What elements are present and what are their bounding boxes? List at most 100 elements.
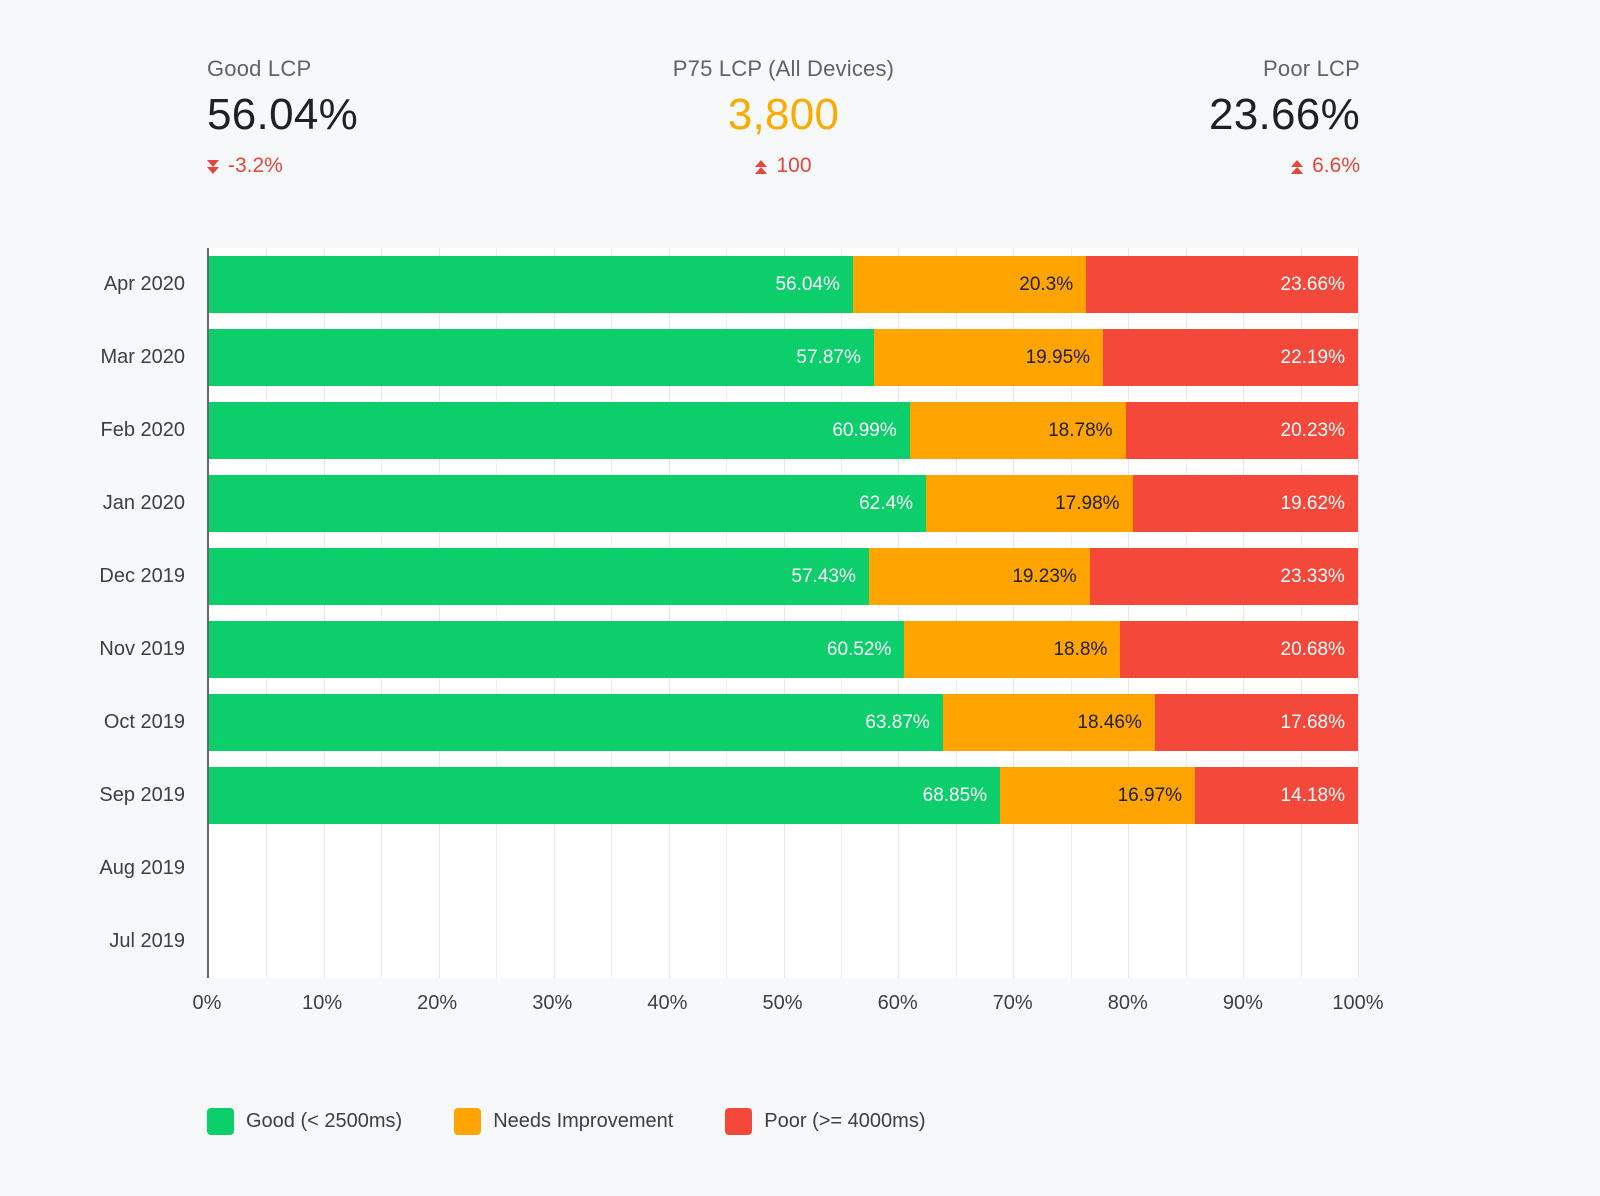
gridline bbox=[783, 248, 785, 978]
bar-value-label: 62.4% bbox=[859, 492, 913, 514]
stat-delta-value: 6.6% bbox=[1312, 154, 1360, 177]
gridline bbox=[1185, 248, 1187, 978]
x-axis-tick: 90% bbox=[1222, 992, 1263, 1014]
bar-segment-good[interactable]: 60.52% bbox=[209, 621, 905, 678]
bar-segment-good[interactable]: 68.85% bbox=[209, 767, 1001, 824]
legend-item-poor[interactable]: Poor (>= 4000ms) bbox=[725, 1108, 925, 1135]
bar-value-label: 18.8% bbox=[1053, 638, 1108, 660]
bar-row: 68.85% 16.97% 14.18% bbox=[209, 767, 1358, 824]
bar-value-label: 17.98% bbox=[1055, 492, 1120, 514]
y-axis-label: Aug 2019 bbox=[99, 857, 185, 879]
bar-segment-poor[interactable]: 17.68% bbox=[1154, 694, 1358, 751]
legend-swatch bbox=[207, 1108, 234, 1135]
y-axis-label: Nov 2019 bbox=[99, 638, 185, 660]
bar-row bbox=[209, 913, 1358, 970]
gridline bbox=[1243, 248, 1245, 978]
x-axis-tick: 0% bbox=[192, 992, 222, 1014]
bar-value-label: 14.18% bbox=[1280, 784, 1345, 806]
bar-row: 57.43% 19.23% 23.33% bbox=[209, 548, 1358, 605]
bar-row: 62.4% 17.98% 19.62% bbox=[209, 475, 1358, 532]
bar-value-label: 63.87% bbox=[865, 711, 930, 733]
up-arrow-icon bbox=[1291, 158, 1304, 175]
gridline bbox=[840, 248, 842, 978]
bar-value-label: 57.87% bbox=[796, 346, 861, 368]
bar-segment-needs-improvement[interactable]: 18.46% bbox=[942, 694, 1155, 751]
legend-label: Poor (>= 4000ms) bbox=[764, 1110, 926, 1132]
gridline bbox=[726, 248, 728, 978]
plot-area: 56.04% 20.3% 23.66% 57.87% 19.95% 22.19% 60.99… bbox=[207, 248, 1359, 978]
legend-label: Good (< 2500ms) bbox=[246, 1110, 403, 1132]
bar-segment-needs-improvement[interactable]: 16.97% bbox=[1000, 767, 1196, 824]
bar-value-label: 22.19% bbox=[1280, 346, 1345, 368]
lcp-stacked-bar-chart: Apr 2020 Mar 2020 Feb 2020 Jan 2020 Dec 2019… bbox=[0, 248, 1600, 978]
bar-value-label: 56.04% bbox=[775, 273, 840, 295]
bar-segment-poor[interactable]: 23.33% bbox=[1089, 548, 1358, 605]
bar-row: 57.87% 19.95% 22.19% bbox=[209, 329, 1358, 386]
bar-value-label: 23.33% bbox=[1280, 565, 1345, 587]
bar-segment-good[interactable]: 56.04% bbox=[209, 256, 853, 313]
x-axis-tick: 80% bbox=[1107, 992, 1148, 1014]
bar-segment-poor[interactable]: 20.23% bbox=[1125, 402, 1358, 459]
stat-value-poor: 23.66% bbox=[1208, 90, 1360, 139]
legend-item-good[interactable]: Good (< 2500ms) bbox=[207, 1108, 402, 1135]
gridline bbox=[323, 248, 325, 978]
stat-delta-value: -3.2% bbox=[228, 154, 283, 177]
legend-item-needs-improvement[interactable]: Needs Improvement bbox=[454, 1108, 673, 1135]
legend-swatch bbox=[454, 1108, 482, 1135]
bar-segment-needs-improvement[interactable]: 18.78% bbox=[909, 402, 1126, 459]
bar-segment-needs-improvement[interactable]: 19.95% bbox=[873, 329, 1104, 386]
y-axis-label: Mar 2020 bbox=[100, 346, 186, 368]
x-axis-tick: 30% bbox=[532, 992, 573, 1014]
bar-segment-good[interactable]: 57.87% bbox=[209, 329, 874, 386]
y-axis-label: Feb 2020 bbox=[100, 419, 185, 441]
bar-segment-good[interactable]: 57.43% bbox=[209, 548, 869, 605]
down-arrow-icon bbox=[207, 158, 220, 175]
legend: Good (< 2500ms) Needs Improvement Poor (>=… bbox=[207, 1108, 1600, 1135]
gridline bbox=[1013, 248, 1015, 978]
bar-value-label: 16.97% bbox=[1117, 784, 1183, 806]
stat-label-good: Good LCP bbox=[207, 56, 312, 81]
stat-good-lcp: Good LCP 56.04% -3.2% bbox=[207, 56, 358, 178]
bar-segment-needs-improvement[interactable]: 17.98% bbox=[925, 475, 1133, 532]
y-axis-labels: Apr 2020 Mar 2020 Feb 2020 Jan 2020 Dec 2019… bbox=[0, 248, 185, 978]
stat-label-p75: P75 LCP (All Devices) bbox=[672, 56, 895, 81]
bar-value-label: 20.23% bbox=[1280, 419, 1345, 441]
bar-segment-needs-improvement[interactable]: 18.8% bbox=[904, 621, 1121, 678]
gridline bbox=[955, 248, 957, 978]
bar-value-label: 17.68% bbox=[1280, 711, 1345, 733]
x-axis-tick: 100% bbox=[1332, 992, 1384, 1014]
bar-segment-needs-improvement[interactable]: 20.3% bbox=[852, 256, 1087, 313]
bar-value-label: 20.68% bbox=[1280, 638, 1345, 660]
stat-delta-value: 100 bbox=[776, 154, 812, 177]
bar-row: 56.04% 20.3% 23.66% bbox=[209, 256, 1358, 313]
gridline bbox=[496, 248, 498, 978]
bar-segment-poor[interactable]: 14.18% bbox=[1195, 767, 1358, 824]
bar-segment-good[interactable]: 62.4% bbox=[209, 475, 926, 532]
bar-segment-good[interactable]: 60.99% bbox=[209, 402, 910, 459]
stat-value-p75: 3,800 bbox=[727, 90, 840, 139]
gridline bbox=[898, 248, 900, 978]
x-axis-tick: 20% bbox=[417, 992, 458, 1014]
bar-segment-poor[interactable]: 23.66% bbox=[1086, 256, 1358, 313]
x-axis-tick: 10% bbox=[302, 992, 343, 1014]
gridline bbox=[611, 248, 613, 978]
bar-segment-needs-improvement[interactable]: 19.23% bbox=[868, 548, 1090, 605]
x-axis: 0% 10% 20% 30% 40% 50% 60% 70% 80% 90% 100% bbox=[193, 992, 1384, 1036]
y-axis-label: Dec 2019 bbox=[99, 565, 185, 587]
stat-value-good: 56.04% bbox=[207, 90, 359, 139]
bar-value-label: 18.46% bbox=[1077, 711, 1142, 733]
stat-label-poor: Poor LCP bbox=[1263, 56, 1360, 81]
bar-value-label: 60.52% bbox=[826, 638, 892, 660]
bar-segment-poor[interactable]: 22.19% bbox=[1103, 329, 1358, 386]
bar-segment-poor[interactable]: 19.62% bbox=[1132, 475, 1358, 532]
y-axis-label: Sep 2019 bbox=[99, 784, 185, 806]
bar-segment-good[interactable]: 63.87% bbox=[209, 694, 943, 751]
gridline bbox=[438, 248, 440, 978]
bar-segment-poor[interactable]: 20.68% bbox=[1120, 621, 1358, 678]
bar-value-label: 57.43% bbox=[791, 565, 856, 587]
gridline bbox=[668, 248, 670, 978]
stat-poor-lcp: Poor LCP 23.66% 6.6% bbox=[1209, 56, 1360, 178]
y-axis-label: Oct 2019 bbox=[103, 711, 185, 733]
gridline bbox=[381, 248, 383, 978]
bar-value-label: 20.3% bbox=[1019, 273, 1074, 295]
